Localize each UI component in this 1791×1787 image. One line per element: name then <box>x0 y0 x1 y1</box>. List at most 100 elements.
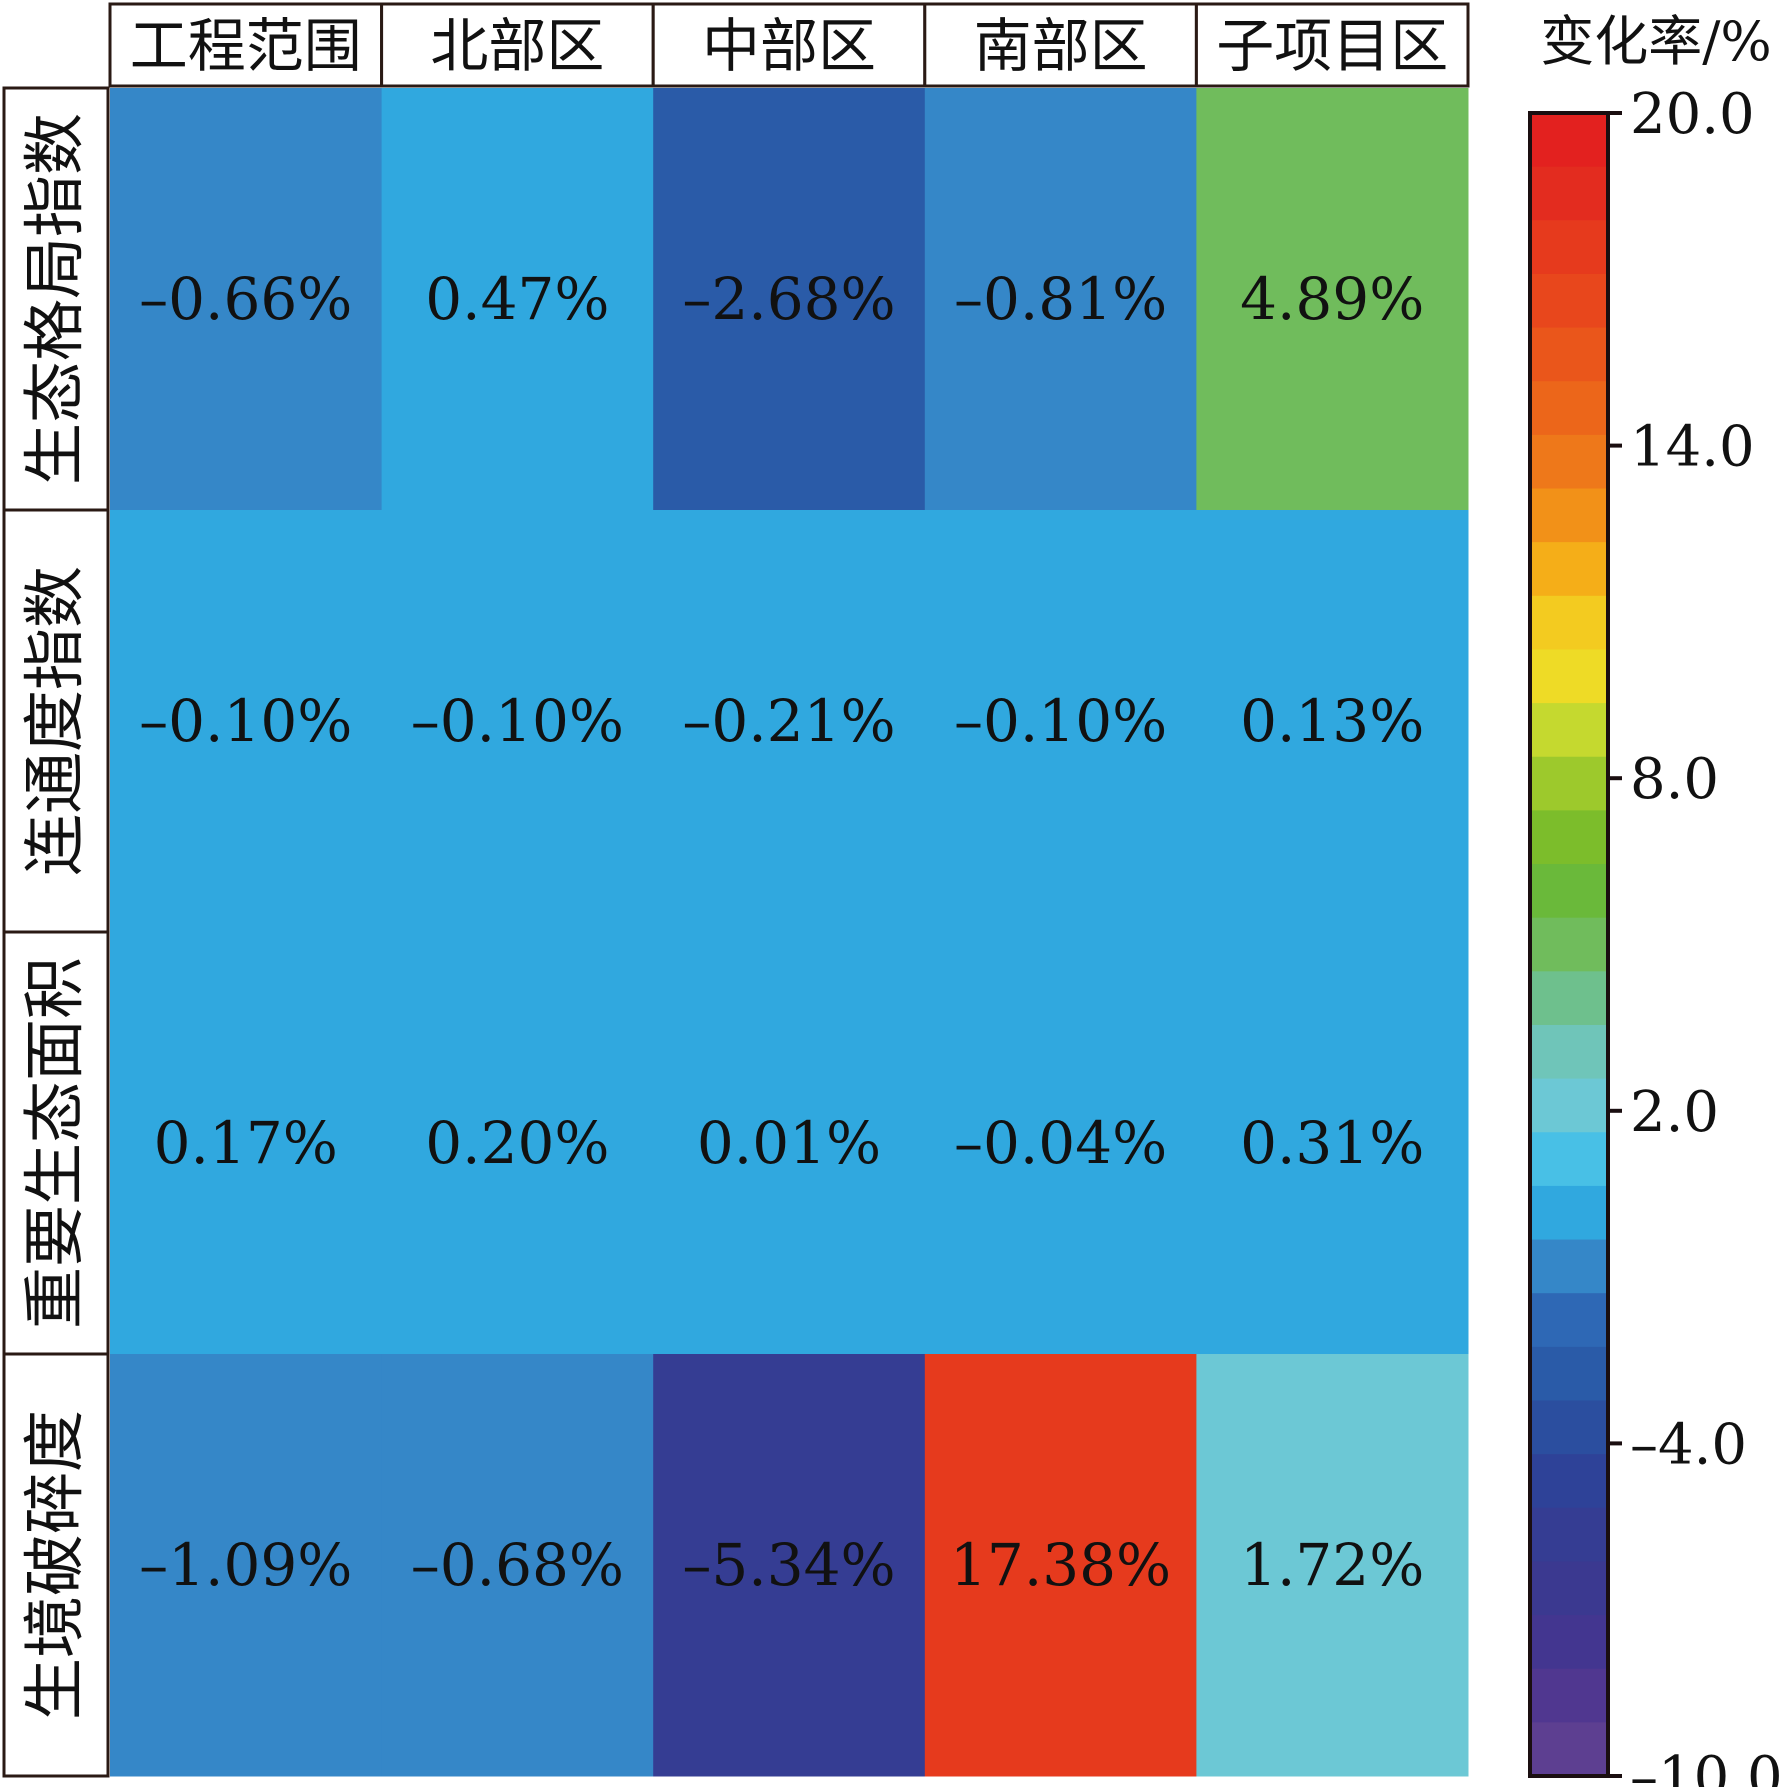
cell-label: –0.04% <box>954 1109 1167 1177</box>
colorbar-segment <box>1530 1722 1608 1777</box>
column-label: 南部区 <box>974 12 1148 80</box>
colorbar-title: 变化率/% <box>1540 10 1772 73</box>
colorbar-segment <box>1530 488 1608 543</box>
colorbar-segment <box>1530 1132 1608 1187</box>
colorbar-segment <box>1530 1024 1608 1080</box>
cell-label: 4.89% <box>1240 265 1424 333</box>
colorbar-tick-label: 20.0 <box>1630 82 1755 147</box>
colorbar-segment <box>1530 756 1608 811</box>
row-header-cell <box>2 930 110 1356</box>
heatmap-cell <box>1196 932 1469 1355</box>
colorbar-segment <box>1530 971 1608 1026</box>
colorbar-segment <box>1530 381 1608 436</box>
heatmap-cell <box>381 1354 654 1777</box>
cell-label: –2.68% <box>682 265 895 333</box>
heatmap-cell <box>653 88 926 511</box>
heatmap-cell <box>110 932 383 1355</box>
heatmap-cells: –0.66% 0.47% –2.68% –0.81% 4.89% –0.10% –0.10%… <box>110 88 1469 1777</box>
heatmap-cell <box>110 88 383 511</box>
colorbar-segment <box>1530 1454 1608 1509</box>
cell-label: 0.01% <box>697 1109 881 1177</box>
heatmap-cell <box>381 932 654 1355</box>
column-label: 工程范围 <box>130 12 362 80</box>
colorbar-segment <box>1530 1293 1608 1348</box>
heatmap-cell <box>381 510 654 933</box>
column-header-cell <box>651 2 927 88</box>
colorbar-tick-label: 14.0 <box>1630 415 1755 480</box>
heatmap-cell <box>924 1354 1197 1777</box>
heatmap-cell <box>924 510 1197 933</box>
colorbar-segment <box>1530 864 1608 919</box>
colorbar-segment <box>1530 1185 1608 1241</box>
row-header-cell <box>2 508 110 934</box>
colorbar-frame <box>1528 111 1610 1778</box>
colorbar-segment <box>1530 917 1608 972</box>
cell-label: –0.21% <box>682 687 895 755</box>
cell-label: –0.68% <box>411 1531 624 1599</box>
colorbar-segment <box>1530 1346 1608 1402</box>
colorbar-segment <box>1530 703 1608 758</box>
colorbar-segment <box>1530 166 1608 221</box>
heatmap-cell <box>1196 88 1469 511</box>
colorbar: 20.0 14.0 8.0 2.0 –4.0 –10.0 <box>1528 82 1783 1787</box>
row-header-cell <box>2 1352 110 1778</box>
colorbar-segment <box>1530 220 1608 275</box>
colorbar-tick-label: 8.0 <box>1630 747 1719 812</box>
colorbar-segment <box>1530 1400 1608 1455</box>
cell-label: 0.20% <box>425 1109 609 1177</box>
heatmap-cell <box>110 510 383 933</box>
colorbar-segment <box>1530 542 1608 597</box>
colorbar-segment <box>1530 434 1608 490</box>
colorbar-segment <box>1530 810 1608 865</box>
heatmap-cell <box>653 1354 926 1777</box>
colorbar-segment <box>1530 649 1608 704</box>
cell-label: –0.66% <box>139 265 352 333</box>
heatmap-cell <box>381 88 654 511</box>
row-header-cell <box>2 86 110 512</box>
heatmap-cell <box>653 932 926 1355</box>
colorbar-tick-label: 2.0 <box>1630 1080 1719 1145</box>
cell-label: 0.17% <box>154 1109 338 1177</box>
column-header-cell <box>380 2 655 88</box>
column-header-cell <box>1194 2 1470 88</box>
column-label: 北部区 <box>430 12 604 80</box>
colorbar-segment <box>1530 1668 1608 1723</box>
colorbar-tick-label: –4.0 <box>1630 1412 1747 1477</box>
cell-label: 0.47% <box>425 265 609 333</box>
row-label: 重要生态面积 <box>18 957 91 1329</box>
colorbar-segment <box>1530 1239 1608 1294</box>
cell-label: –5.34% <box>682 1531 895 1599</box>
heatmap-cell <box>924 88 1197 511</box>
cell-label: –0.81% <box>954 265 1167 333</box>
row-label: 生境破碎度 <box>18 1410 91 1720</box>
column-label: 中部区 <box>702 12 876 80</box>
column-header-cell <box>108 2 384 88</box>
heatmap-cell <box>653 510 926 933</box>
heatmap-cell <box>924 932 1197 1355</box>
cell-label: 0.13% <box>1240 687 1424 755</box>
heatmap-cell <box>1196 510 1469 933</box>
cell-label: –1.09% <box>139 1531 352 1599</box>
column-label: 子项目区 <box>1216 12 1448 80</box>
colorbar-segment <box>1530 595 1608 651</box>
colorbar-tick-label: –10.0 <box>1630 1745 1783 1787</box>
row-label: 连通度指数 <box>18 566 91 876</box>
cell-label: 0.31% <box>1240 1109 1424 1177</box>
heatmap-cell <box>110 1354 383 1777</box>
colorbar-segment <box>1530 327 1608 382</box>
cell-label: 1.72% <box>1240 1531 1424 1599</box>
cell-label: –0.10% <box>954 687 1167 755</box>
colorbar-segment <box>1530 1507 1608 1563</box>
cell-label: 17.38% <box>950 1531 1171 1599</box>
colorbar-segment <box>1530 273 1608 329</box>
colorbar-segment <box>1530 1615 1608 1670</box>
column-header-cell <box>923 2 1198 88</box>
cell-label: –0.10% <box>139 687 352 755</box>
column-header: 工程范围 北部区 中部区 南部区 子项目区 <box>108 2 1470 88</box>
colorbar-segment <box>1530 113 1608 168</box>
cell-label: –0.10% <box>411 687 624 755</box>
row-label: 生态格局指数 <box>18 113 91 485</box>
colorbar-segment <box>1530 1078 1608 1133</box>
